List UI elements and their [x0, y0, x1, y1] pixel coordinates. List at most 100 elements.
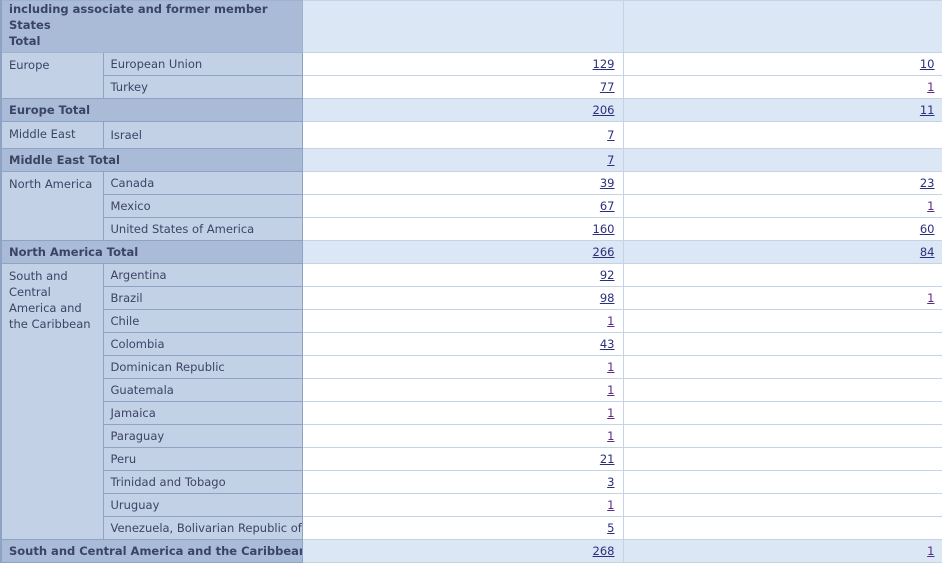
country-label: Trinidad and Tobago: [102, 470, 303, 494]
country-label: Turkey: [102, 75, 303, 99]
value-link[interactable]: 11: [919, 103, 935, 117]
value-cell: [622, 378, 942, 402]
value-cell: [622, 263, 942, 287]
value-link[interactable]: 1: [927, 291, 935, 305]
value-link[interactable]: 67: [599, 199, 615, 213]
value-cell: [622, 516, 942, 540]
value-link[interactable]: 1: [607, 498, 615, 512]
value-link[interactable]: 7: [607, 128, 615, 142]
value-cell: 1: [301, 309, 624, 333]
value-link[interactable]: 268: [592, 544, 615, 558]
value-cell: 5: [301, 516, 624, 540]
table-row: Jamaica 1: [1, 401, 942, 425]
table-row: Middle East Israel 7: [0, 121, 942, 149]
value-link[interactable]: 3: [607, 475, 615, 489]
country-label: Argentina: [102, 263, 303, 287]
value-cell: 1: [301, 424, 624, 448]
country-label: Jamaica: [102, 401, 303, 425]
table-row: United States of America 160 60: [1, 217, 942, 241]
value-link[interactable]: 7: [607, 153, 615, 167]
value-cell: 23: [622, 171, 942, 195]
table-row: Venezuela, Bolivarian Republic of 5: [1, 516, 942, 540]
value-cell: 129: [301, 52, 624, 76]
header-col-2: [622, 0, 942, 53]
value-cell: 98: [301, 286, 624, 310]
value-link[interactable]: 129: [592, 57, 615, 71]
country-label: Venezuela, Bolivarian Republic of: [102, 516, 303, 540]
total-row: Middle East Total 7: [0, 148, 942, 172]
value-link[interactable]: 1: [607, 360, 615, 374]
value-link[interactable]: 77: [599, 80, 615, 94]
value-link[interactable]: 43: [599, 337, 615, 351]
country-label: Peru: [102, 447, 303, 471]
table-row: Colombia 43: [1, 332, 942, 356]
value-link[interactable]: 1: [927, 544, 935, 558]
table-row: Peru 21: [1, 447, 942, 471]
table-row: Turkey 77 1: [1, 75, 942, 99]
region-label: Middle East: [0, 121, 104, 149]
value-cell: 160: [301, 217, 624, 241]
total-label: North America Total: [0, 240, 303, 264]
value-cell: 77: [301, 75, 624, 99]
value-cell: 10: [622, 52, 942, 76]
value-cell: 7: [301, 121, 624, 149]
value-cell: [622, 493, 942, 517]
value-link[interactable]: 5: [607, 521, 615, 535]
header-row: including associate and former member St…: [0, 0, 942, 53]
country-label: Brazil: [102, 286, 303, 310]
value-link[interactable]: 266: [592, 245, 615, 259]
value-link[interactable]: 1: [927, 199, 935, 213]
table-row: Dominican Republic 1: [1, 355, 942, 379]
table-row: Guatemala 1: [1, 378, 942, 402]
value-link[interactable]: 39: [599, 176, 615, 190]
value-cell: 1: [301, 378, 624, 402]
value-link[interactable]: 10: [919, 57, 935, 71]
value-link[interactable]: 92: [599, 268, 615, 282]
country-label: Mexico: [102, 194, 303, 218]
value-cell: 1: [622, 194, 942, 218]
region-label: North America: [0, 171, 104, 241]
value-cell: [622, 148, 942, 172]
value-link[interactable]: 21: [599, 452, 615, 466]
value-link[interactable]: 1: [927, 80, 935, 94]
country-label: Canada: [102, 171, 303, 195]
total-row: Europe Total 206 11: [0, 98, 942, 122]
country-label: United States of America: [102, 217, 303, 241]
value-link[interactable]: 60: [919, 222, 935, 236]
value-cell: 92: [301, 263, 624, 287]
header-col-1: [301, 0, 624, 53]
value-link[interactable]: 98: [599, 291, 615, 305]
value-link[interactable]: 23: [919, 176, 935, 190]
value-cell: 67: [301, 194, 624, 218]
value-cell: 39: [301, 171, 624, 195]
region-label: Europe: [0, 52, 104, 99]
table-row: Paraguay 1: [1, 424, 942, 448]
country-label: European Union: [102, 52, 303, 76]
country-label: Paraguay: [102, 424, 303, 448]
total-row: North America Total 266 84: [0, 240, 942, 264]
country-label: Guatemala: [102, 378, 303, 402]
table-row: Chile 1: [1, 309, 942, 333]
value-cell: 1: [301, 355, 624, 379]
value-link[interactable]: 160: [592, 222, 615, 236]
value-link[interactable]: 1: [607, 383, 615, 397]
value-link[interactable]: 1: [607, 406, 615, 420]
value-cell: [622, 121, 942, 149]
value-cell: 1: [301, 493, 624, 517]
value-link[interactable]: 1: [607, 314, 615, 328]
value-cell: 3: [301, 470, 624, 494]
total-label: Europe Total: [0, 98, 303, 122]
value-cell: 1: [301, 401, 624, 425]
table-row: Europe European Union 129 10: [0, 52, 942, 99]
value-link[interactable]: 84: [919, 245, 935, 259]
value-link[interactable]: 206: [592, 103, 615, 117]
value-link[interactable]: 1: [607, 429, 615, 443]
country-label: Israel: [102, 121, 303, 149]
value-cell: [622, 355, 942, 379]
table-row: Uruguay 1: [1, 493, 942, 517]
value-cell: [622, 424, 942, 448]
value-cell: [622, 332, 942, 356]
value-cell: [622, 447, 942, 471]
value-cell: 43: [301, 332, 624, 356]
